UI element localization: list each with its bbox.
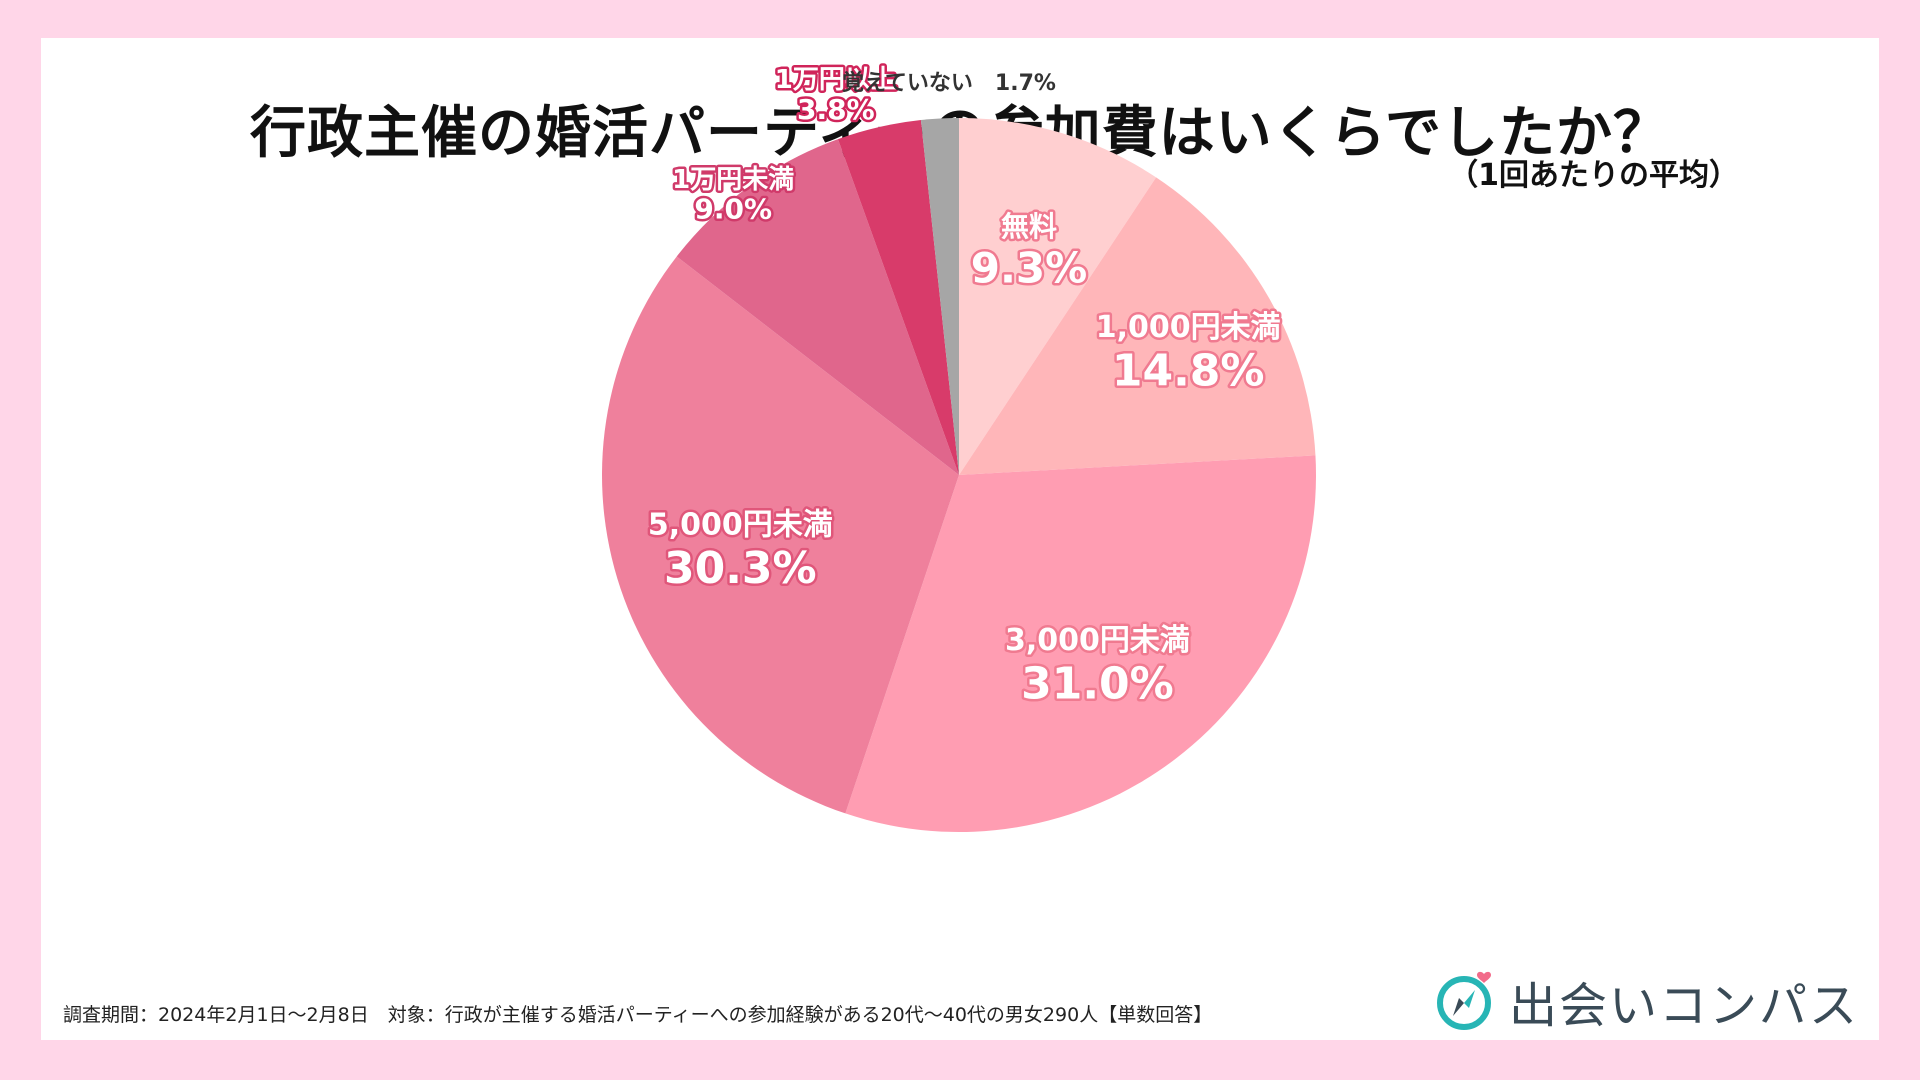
- slice-value-label: 30.3%: [664, 543, 817, 594]
- slice-name-label: 3,000円未満: [1005, 623, 1190, 658]
- chart-card: 行政主催の婚活パーティーの参加費はいくらでしたか？ （1回あたりの平均） 無料9…: [41, 38, 1879, 1040]
- compass-heart-icon: [1436, 971, 1491, 1030]
- slice-label: 無料9.3%: [968, 208, 1089, 295]
- slice-name-label: 覚えていない 1.7%: [842, 70, 1056, 96]
- slice-value-label: 9.3%: [971, 243, 1087, 292]
- brand-logo: 出会いコンパス: [1435, 966, 1859, 1036]
- slice-name-label: 5,000円未満: [648, 508, 833, 543]
- slice-name-label: 1万円以上: [775, 65, 897, 95]
- slice-name-label: 1,000円未満: [1096, 310, 1281, 345]
- pie-slice: [959, 118, 1157, 475]
- pie-slice: [920, 118, 959, 475]
- slice-value-label: 31.0%: [1021, 659, 1174, 710]
- brand-name: 出会いコンパス: [1508, 978, 1859, 1034]
- pie-slice: [837, 120, 959, 475]
- chart-subtitle: （1回あたりの平均）: [1448, 158, 1739, 193]
- pie-slice: [601, 256, 959, 814]
- pie-chart: 無料9.3%1,000円未満14.8%3,000円未満31.0%5,000円未満…: [601, 63, 1316, 832]
- slice-label: 覚えていない 1.7%: [842, 70, 1056, 96]
- pie-slice: [676, 139, 959, 476]
- pie-slice: [959, 177, 1316, 475]
- pie-slice: [845, 455, 1316, 832]
- slice-value-label: 14.8%: [1112, 345, 1265, 396]
- slice-name-label: 無料: [1001, 210, 1057, 243]
- survey-note: 調査期間：2024年2月1日～2月8日 対象：行政が主催する婚活パーティーへの参…: [63, 1004, 1213, 1026]
- slice-name-label: 1万円未満: [672, 165, 794, 195]
- slice-value-label: 9.0%: [694, 193, 772, 226]
- slice-value-label: 3.8%: [797, 93, 875, 126]
